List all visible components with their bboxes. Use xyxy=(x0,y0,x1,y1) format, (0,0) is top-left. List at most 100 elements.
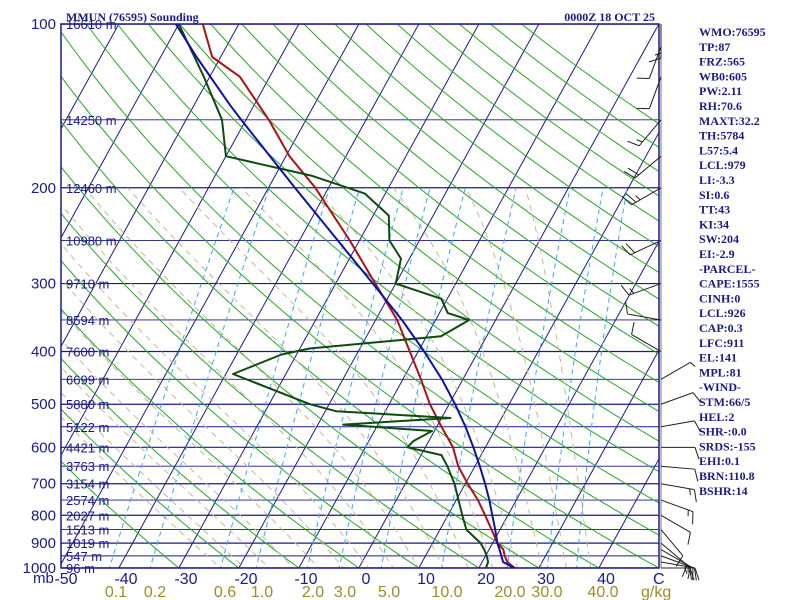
isotherm-20 xyxy=(478,240,659,568)
index-entry: SHR-:0.0 xyxy=(699,425,747,439)
wind-barb xyxy=(660,465,699,482)
plot-frame xyxy=(60,23,660,569)
index-entry: EI:-2.9 xyxy=(699,247,735,261)
temperature-tick-label: -30 xyxy=(174,571,197,588)
dry-adiabat-100 xyxy=(178,24,659,413)
dry-adiabat-150 xyxy=(334,24,659,274)
height-label: 5880 m xyxy=(66,397,109,412)
dry-adiabat-70 xyxy=(85,24,659,504)
isotherm--40 xyxy=(118,24,420,568)
height-label: 4421 m xyxy=(66,440,109,455)
index-entry: KI:34 xyxy=(699,217,729,231)
isotherm--80 xyxy=(61,24,180,239)
height-label: 2027 m xyxy=(66,508,109,523)
wind-barb xyxy=(660,529,684,567)
height-label: 5122 m xyxy=(66,420,109,435)
height-label: 1513 m xyxy=(66,523,109,538)
index-entry: HEL:2 xyxy=(699,410,734,424)
wind-barb xyxy=(660,483,697,503)
index-entry: -PARCEL- xyxy=(699,262,755,276)
dry-adiabat-90 xyxy=(147,24,659,442)
wind-barb xyxy=(620,283,662,296)
index-entry: BSHR:14 xyxy=(699,484,748,498)
moist-adiabat-20 xyxy=(178,187,469,568)
index-entry: LI:-3.3 xyxy=(699,173,735,187)
dry-adiabat-60 xyxy=(61,31,659,536)
moist-adiabat-40 xyxy=(524,187,592,568)
moist-adiabat-24 xyxy=(240,187,494,568)
dry-adiabat-10 xyxy=(61,259,420,568)
index-entry: WB0:605 xyxy=(699,69,747,83)
index-entry: SW:204 xyxy=(699,232,739,246)
pressure-tick-label: 100 xyxy=(31,16,56,33)
isotherm--30 xyxy=(178,24,480,568)
wind-barb xyxy=(625,301,662,321)
mixing-ratio-label: 0.1 xyxy=(105,584,127,600)
dry-adiabat-0 xyxy=(61,308,360,568)
parcel-profile xyxy=(174,24,517,568)
temperature-profile xyxy=(201,24,517,568)
moist-adiabat--20 xyxy=(61,416,221,568)
index-entry: FRZ:565 xyxy=(699,55,745,69)
temperature-tick-label: -50 xyxy=(54,571,77,588)
mixing-ratio-line-0.6 xyxy=(220,187,330,568)
index-entry: STM:66/5 xyxy=(699,395,750,409)
index-entry: LFC:911 xyxy=(699,336,744,350)
wind-barb xyxy=(660,555,694,581)
mixing-ratio-label: 3.0 xyxy=(334,584,356,600)
mixing-ratio-line-40 xyxy=(575,187,628,568)
pressure-unit-label: mb xyxy=(33,570,54,587)
isotherm--50 xyxy=(61,24,360,566)
mixing-ratio-label: 20.0 xyxy=(494,584,525,600)
wind-barb xyxy=(660,542,688,577)
height-label: 7600 m xyxy=(66,345,109,360)
mixing-ratio-label: 2.0 xyxy=(302,584,324,600)
temperature-tick-label: 20 xyxy=(477,571,495,588)
pressure-tick-label: 1000 xyxy=(23,560,56,577)
pressure-tick-label: 900 xyxy=(31,535,56,552)
isotherm-10 xyxy=(418,131,659,568)
index-entry: CINH:0 xyxy=(699,291,740,305)
station-title: MMUN (76595) Sounding xyxy=(66,10,199,24)
isotherm--60 xyxy=(61,24,300,457)
pressure-tick-label: 200 xyxy=(31,180,56,197)
moist-adiabat-36 xyxy=(465,187,567,568)
dry-adiabat--20 xyxy=(61,408,240,568)
dry-adiabat--10 xyxy=(61,357,300,568)
wind-barb xyxy=(660,392,702,405)
wind-barb xyxy=(660,361,696,380)
wind-barb xyxy=(621,187,662,206)
wind-barb xyxy=(636,46,662,79)
height-label: 8594 m xyxy=(66,313,109,328)
moist-adiabat--4 xyxy=(61,310,320,568)
dry-adiabat-120 xyxy=(241,24,659,355)
wind-barb xyxy=(648,24,662,63)
mixing-ratio-label: 1.0 xyxy=(251,584,273,600)
temperature-tick-label: 40 xyxy=(597,571,615,588)
moist-adiabat-12 xyxy=(84,187,419,568)
temperature-tick-label: -40 xyxy=(114,571,137,588)
height-label: 9710 m xyxy=(66,277,109,292)
height-label: 3154 m xyxy=(66,477,109,492)
moist-adiabat-16 xyxy=(127,187,444,568)
isotherm--110 xyxy=(0,12,6,580)
dry-adiabat-140 xyxy=(303,24,659,300)
pressure-tick-label: 500 xyxy=(31,396,56,413)
dry-adiabat-130 xyxy=(272,24,659,327)
index-entry: SI:0.6 xyxy=(699,188,729,202)
index-entry: EHI:0.1 xyxy=(699,454,740,468)
index-entry: SRDS:-155 xyxy=(699,439,756,453)
height-label: 1019 m xyxy=(66,536,109,551)
moist-adiabat-4 xyxy=(61,243,369,568)
mixing-ratio-line-0.2 xyxy=(149,187,270,568)
height-label: 6699 m xyxy=(66,372,109,387)
index-entry: CAPE:1555 xyxy=(699,277,760,291)
mixing-ratio-line-5 xyxy=(380,187,466,568)
moist-adiabat--12 xyxy=(61,366,270,568)
temperature-tick-label: 0 xyxy=(362,571,371,588)
isotherm--90 xyxy=(61,24,120,130)
dry-adiabat-80 xyxy=(116,24,659,473)
mixing-ratio-line-20 xyxy=(506,187,571,568)
index-entry: CAP:0.3 xyxy=(699,321,743,335)
temperature-unit-label: C xyxy=(653,571,665,588)
